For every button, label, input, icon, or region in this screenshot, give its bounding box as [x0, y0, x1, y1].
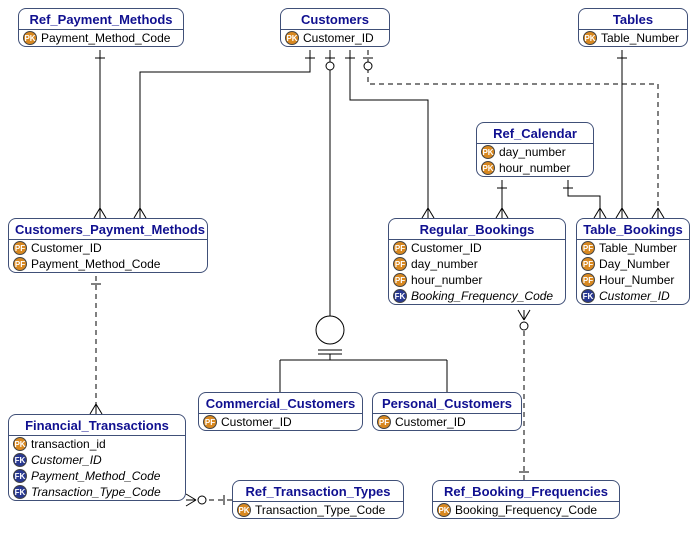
pf-key-icon: PF [581, 257, 595, 271]
column-name: day_number [499, 145, 566, 159]
column-row: PK Payment_Method_Code [19, 30, 183, 46]
entity-commercial_customers: Commercial_CustomersPF Customer_ID [198, 392, 363, 431]
fk-key-icon: FK [13, 453, 27, 467]
column-row: PK transaction_id [9, 436, 185, 452]
column-name: hour_number [499, 161, 570, 175]
column-name: Customer_ID [31, 453, 102, 467]
column-row: FK Booking_Frequency_Code [389, 288, 565, 304]
entity-title: Table_Bookings [577, 219, 689, 240]
entity-title: Customers_Payment_Methods [9, 219, 207, 240]
column-row: PK Table_Number [579, 30, 687, 46]
column-name: hour_number [411, 273, 482, 287]
entity-title: Financial_Transactions [9, 415, 185, 436]
entity-personal_customers: Personal_CustomersPF Customer_ID [372, 392, 522, 431]
fk-key-icon: FK [13, 469, 27, 483]
column-name: Payment_Method_Code [31, 257, 160, 271]
column-name: Transaction_Type_Code [255, 503, 385, 517]
column-name: Booking_Frequency_Code [411, 289, 553, 303]
column-row: PK Booking_Frequency_Code [433, 502, 619, 518]
column-row: PF Day_Number [577, 256, 689, 272]
column-name: Transaction_Type_Code [31, 485, 161, 499]
entity-title: Ref_Calendar [477, 123, 593, 144]
pf-key-icon: PF [377, 415, 391, 429]
entity-title: Ref_Transaction_Types [233, 481, 403, 502]
column-name: Booking_Frequency_Code [455, 503, 597, 517]
pk-key-icon: PK [583, 31, 597, 45]
entity-customers_payment_methods: Customers_Payment_MethodsPFCustomer_IDPF… [8, 218, 208, 273]
entity-regular_bookings: Regular_BookingsPFCustomer_IDPFday_numbe… [388, 218, 566, 305]
column-name: Table_Number [601, 31, 679, 45]
pk-key-icon: PK [23, 31, 37, 45]
pf-key-icon: PF [393, 273, 407, 287]
column-name: Customer_ID [411, 241, 482, 255]
fk-key-icon: FK [581, 289, 595, 303]
column-row: PF Customer_ID [199, 414, 362, 430]
entity-title: Regular_Bookings [389, 219, 565, 240]
column-row: FK Customer_ID [9, 452, 185, 468]
pf-key-icon: PF [203, 415, 217, 429]
pk-key-icon: PK [481, 145, 495, 159]
column-row: PF Payment_Method_Code [9, 256, 207, 272]
column-row: PF day_number [389, 256, 565, 272]
column-row: PF hour_number [389, 272, 565, 288]
column-row: PF Hour_Number [577, 272, 689, 288]
pk-key-icon: PK [437, 503, 451, 517]
entity-table_bookings: Table_BookingsPFTable_NumberPFDay_Number… [576, 218, 690, 305]
entity-title: Ref_Booking_Frequencies [433, 481, 619, 502]
pf-key-icon: PF [581, 241, 595, 255]
entity-ref_transaction_types: Ref_Transaction_TypesPK Transaction_Type_… [232, 480, 404, 519]
column-row: PK Customer_ID [281, 30, 389, 46]
entity-title: Tables [579, 9, 687, 30]
pf-key-icon: PF [393, 257, 407, 271]
column-row: FK Payment_Method_Code [9, 468, 185, 484]
column-name: day_number [411, 257, 478, 271]
pk-key-icon: PK [237, 503, 251, 517]
entity-title: Commercial_Customers [199, 393, 362, 414]
column-name: Customer_ID [31, 241, 102, 255]
pf-key-icon: PF [581, 273, 595, 287]
column-name: transaction_id [31, 437, 106, 451]
pk-key-icon: PK [285, 31, 299, 45]
pk-key-icon: PK [13, 437, 27, 451]
column-row: PF Customer_ID [373, 414, 521, 430]
pf-key-icon: PF [13, 241, 27, 255]
column-name: Customer_ID [221, 415, 292, 429]
column-row: PF Customer_ID [389, 240, 565, 256]
column-name: Day_Number [599, 257, 670, 271]
pf-key-icon: PF [13, 257, 27, 271]
column-name: Customer_ID [303, 31, 374, 45]
column-name: Customer_ID [599, 289, 670, 303]
column-name: Payment_Method_Code [41, 31, 170, 45]
column-name: Payment_Method_Code [31, 469, 160, 483]
column-name: Hour_Number [599, 273, 674, 287]
entity-financial_transactions: Financial_TransactionsPKtransaction_idFK… [8, 414, 186, 501]
fk-key-icon: FK [13, 485, 27, 499]
column-row: PK Transaction_Type_Code [233, 502, 403, 518]
entity-ref_booking_frequencies: Ref_Booking_FrequenciesPK Booking_Frequen… [432, 480, 620, 519]
column-row: PF Customer_ID [9, 240, 207, 256]
pf-key-icon: PF [393, 241, 407, 255]
column-name: Customer_ID [395, 415, 466, 429]
column-row: PF Table_Number [577, 240, 689, 256]
entity-tables: TablesPK Table_Number [578, 8, 688, 47]
entity-customers: CustomersPK Customer_ID [280, 8, 390, 47]
pk-key-icon: PK [481, 161, 495, 175]
entity-title: Personal_Customers [373, 393, 521, 414]
column-row: PK day_number [477, 144, 593, 160]
entity-title: Customers [281, 9, 389, 30]
column-row: PK hour_number [477, 160, 593, 176]
column-row: FK Customer_ID [577, 288, 689, 304]
column-row: FK Transaction_Type_Code [9, 484, 185, 500]
column-name: Table_Number [599, 241, 677, 255]
entity-ref_payment_methods: Ref_Payment_MethodsPK Payment_Method_Code [18, 8, 184, 47]
entity-title: Ref_Payment_Methods [19, 9, 183, 30]
fk-key-icon: FK [393, 289, 407, 303]
entity-ref_calendar: Ref_CalendarPKday_numberPKhour_number [476, 122, 594, 177]
